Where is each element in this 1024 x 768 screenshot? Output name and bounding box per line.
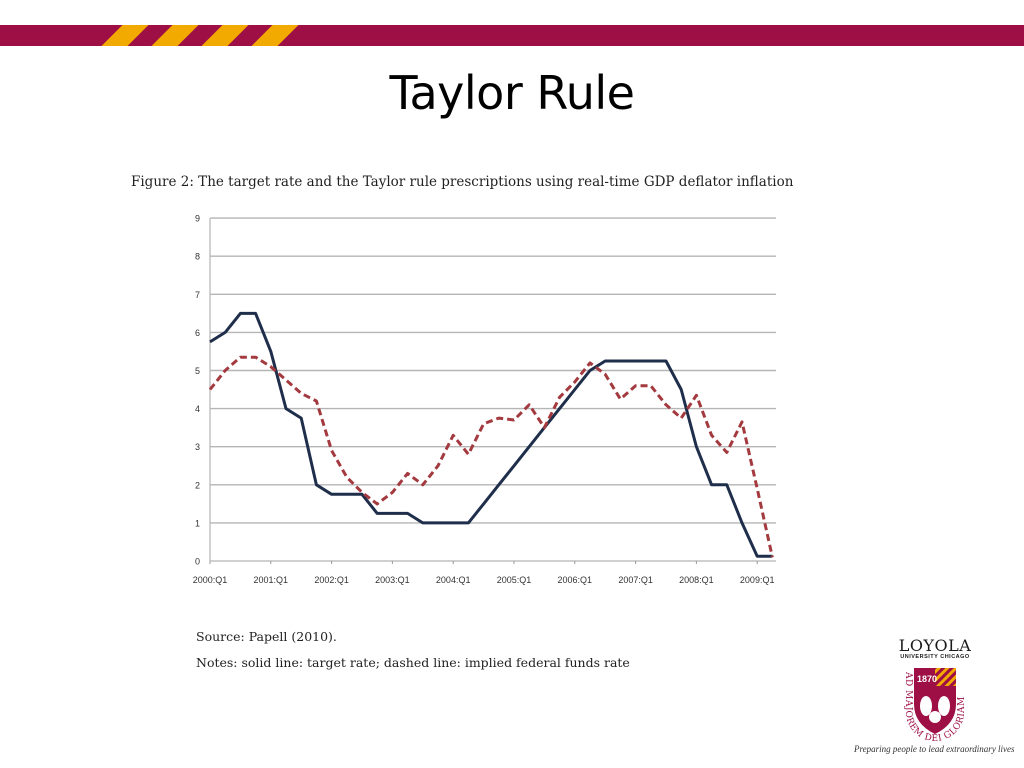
implied-rate-line bbox=[208, 355, 774, 558]
y-tick-label: 2 bbox=[195, 480, 200, 490]
x-axis-ticks: 2000:Q1 2001:Q1 2002:Q1 2003:Q1 2004:Q1 2005:… bbox=[193, 561, 775, 585]
x-tick-label: 2004:Q1 bbox=[436, 575, 471, 585]
svg-text:1870: 1870 bbox=[917, 674, 937, 684]
loyola-logo: LOYOLA UNIVERSITY CHICAGO AD MAJOREM DEI… bbox=[880, 636, 990, 748]
university-crest-icon: AD MAJOREM DEI GLORIAM 1870 bbox=[903, 668, 967, 744]
header-band bbox=[0, 25, 1024, 46]
x-tick-label: 2007:Q1 bbox=[618, 575, 653, 585]
chart-series bbox=[208, 311, 774, 558]
stripe-1 bbox=[101, 25, 149, 46]
x-tick-label: 2009:Q1 bbox=[740, 575, 775, 585]
target-rate-line bbox=[209, 311, 773, 558]
x-tick-label: 2008:Q1 bbox=[679, 575, 714, 585]
figure-notes: Notes: solid line: target rate; dashed l… bbox=[196, 655, 630, 670]
x-tick-label: 2000:Q1 bbox=[193, 575, 228, 585]
stripe-3 bbox=[201, 25, 249, 46]
x-tick-label: 2006:Q1 bbox=[558, 575, 593, 585]
y-tick-label: 5 bbox=[195, 366, 200, 376]
figure-caption: Figure 2: The target rate and the Taylor… bbox=[131, 174, 794, 190]
logo-tagline: Preparing people to lead extraordinary l… bbox=[854, 744, 1015, 754]
x-tick-label: 2003:Q1 bbox=[375, 575, 410, 585]
chart-grid bbox=[209, 217, 776, 562]
logo-subtitle: UNIVERSITY CHICAGO bbox=[900, 654, 970, 660]
y-tick-label: 3 bbox=[195, 442, 200, 452]
y-tick-label: 9 bbox=[195, 214, 200, 224]
logo-name: LOYOLA bbox=[898, 636, 972, 655]
y-tick-label: 1 bbox=[195, 518, 200, 528]
x-tick-label: 2002:Q1 bbox=[314, 575, 349, 585]
y-tick-label: 7 bbox=[195, 290, 200, 300]
y-tick-label: 6 bbox=[195, 328, 200, 338]
y-axis-ticks: 0 1 2 3 4 5 6 7 8 9 bbox=[195, 214, 200, 567]
y-tick-label: 8 bbox=[195, 252, 200, 262]
stripe-2 bbox=[151, 25, 199, 46]
slide-title: Taylor Rule bbox=[389, 66, 635, 120]
x-tick-label: 2001:Q1 bbox=[254, 575, 289, 585]
x-tick-label: 2005:Q1 bbox=[497, 575, 532, 585]
y-tick-label: 0 bbox=[195, 557, 200, 567]
figure-source: Source: Papell (2010). bbox=[196, 629, 337, 644]
y-tick-label: 4 bbox=[195, 404, 200, 414]
stripe-4 bbox=[251, 25, 299, 46]
